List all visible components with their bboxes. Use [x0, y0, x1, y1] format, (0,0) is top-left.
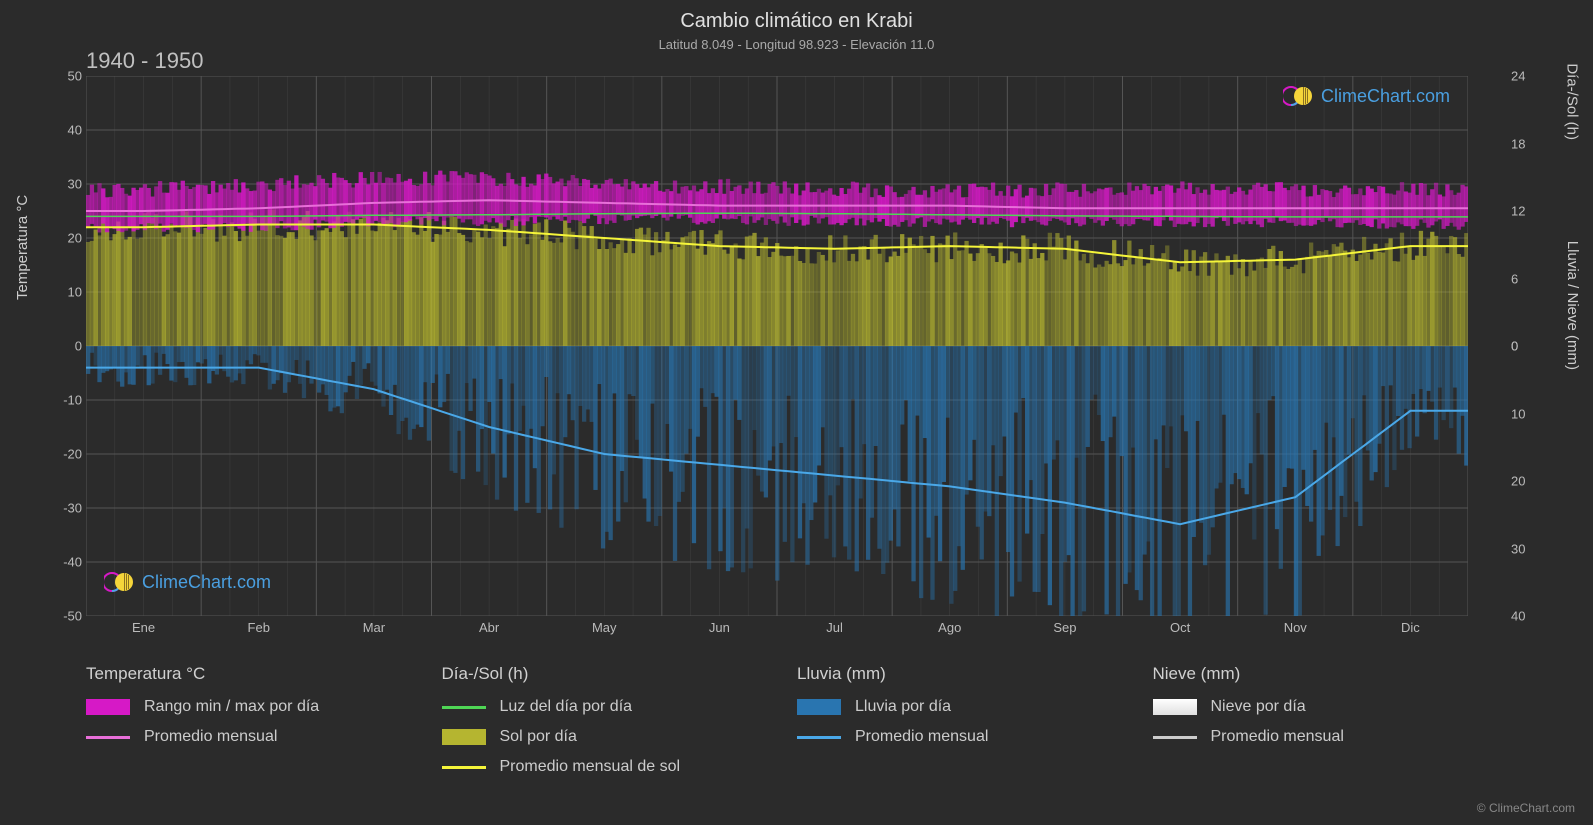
line-daylight-icon — [442, 706, 486, 709]
legend-item-rain: Lluvia por día — [797, 698, 1113, 716]
y-tick-left: 50 — [46, 69, 82, 84]
legend-label: Promedio mensual — [1211, 728, 1344, 746]
watermark-text: ClimeChart.com — [142, 572, 271, 593]
plot-svg — [86, 76, 1468, 616]
legend-label: Sol por día — [500, 728, 577, 746]
swatch-snow-icon — [1153, 699, 1197, 715]
y-ticks-left: -50-40-30-20-1001020304050 — [46, 76, 82, 616]
watermark-text: ClimeChart.com — [1321, 86, 1450, 107]
legend-header-sun: Día-/Sol (h) — [442, 664, 758, 684]
legend-label: Rango min / max por día — [144, 698, 319, 716]
x-tick: Sep — [1053, 620, 1076, 635]
watermark-bottom: ClimeChart.com — [104, 570, 271, 594]
swatch-rain-icon — [797, 699, 841, 715]
y-tick-right: 40 — [1511, 609, 1541, 624]
line-sun-avg-icon — [442, 766, 486, 769]
legend-label: Luz del día por día — [500, 698, 633, 716]
y-tick-left: -50 — [46, 609, 82, 624]
legend-header-rain: Lluvia (mm) — [797, 664, 1113, 684]
legend-item-snow-avg: Promedio mensual — [1153, 728, 1469, 746]
legend-item-rain-avg: Promedio mensual — [797, 728, 1113, 746]
swatch-temp-range-icon — [86, 699, 130, 715]
legend-col-snow: Nieve (mm) Nieve por día Promedio mensua… — [1153, 664, 1469, 788]
legend-label: Lluvia por día — [855, 698, 951, 716]
y-tick-right: 10 — [1511, 406, 1541, 421]
y-tick-left: 0 — [46, 339, 82, 354]
y-tick-left: -20 — [46, 447, 82, 462]
line-snow-avg-icon — [1153, 736, 1197, 739]
x-tick: Ago — [938, 620, 961, 635]
copyright: © ClimeChart.com — [1477, 801, 1575, 815]
x-tick: Ene — [132, 620, 155, 635]
climate-chart: Cambio climático en Krabi Latitud 8.049 … — [0, 0, 1593, 825]
y-axis-right-top-label: Día-/Sol (h) — [1564, 63, 1581, 140]
y-tick-left: 40 — [46, 123, 82, 138]
y-tick-left: -40 — [46, 555, 82, 570]
legend-header-temp: Temperatura °C — [86, 664, 402, 684]
legend-col-temp: Temperatura °C Rango min / max por día P… — [86, 664, 402, 788]
x-tick: Nov — [1284, 620, 1307, 635]
legend-item-sun-avg: Promedio mensual de sol — [442, 758, 758, 776]
y-tick-right: 0 — [1511, 339, 1541, 354]
y-tick-right: 24 — [1511, 69, 1541, 84]
y-tick-left: 30 — [46, 177, 82, 192]
legend-item-daylight: Luz del día por día — [442, 698, 758, 716]
legend-item-temp-range: Rango min / max por día — [86, 698, 402, 716]
legend-col-rain: Lluvia (mm) Lluvia por día Promedio mens… — [797, 664, 1113, 788]
x-tick: Feb — [248, 620, 270, 635]
title-block: Cambio climático en Krabi Latitud 8.049 … — [0, 0, 1593, 52]
y-tick-right: 30 — [1511, 541, 1541, 556]
legend: Temperatura °C Rango min / max por día P… — [86, 664, 1468, 788]
legend-label: Promedio mensual de sol — [500, 758, 681, 776]
chart-subtitle: Latitud 8.049 - Longitud 98.923 - Elevac… — [0, 37, 1593, 52]
x-ticks: Ene Feb Mar Abr May Jun Jul Ago Sep Oct Nov Dic — [86, 620, 1468, 644]
y-axis-right-bottom-label: Lluvia / Nieve (mm) — [1564, 241, 1581, 370]
y-axis-left-label: Temperatura °C — [14, 195, 31, 300]
legend-item-temp-avg: Promedio mensual — [86, 728, 402, 746]
legend-header-snow: Nieve (mm) — [1153, 664, 1469, 684]
legend-label: Promedio mensual — [855, 728, 988, 746]
y-tick-right: 18 — [1511, 136, 1541, 151]
legend-label: Nieve por día — [1211, 698, 1306, 716]
logo-icon — [1283, 84, 1315, 108]
legend-col-sun: Día-/Sol (h) Luz del día por día Sol por… — [442, 664, 758, 788]
y-tick-left: -10 — [46, 393, 82, 408]
y-ticks-right: 06121824010203040 — [1511, 76, 1541, 616]
x-tick: Abr — [479, 620, 499, 635]
line-rain-avg-icon — [797, 736, 841, 739]
x-tick: Jun — [709, 620, 730, 635]
x-tick: Mar — [363, 620, 385, 635]
x-tick: Oct — [1170, 620, 1190, 635]
y-tick-left: -30 — [46, 501, 82, 516]
y-tick-left: 20 — [46, 231, 82, 246]
x-tick: May — [592, 620, 617, 635]
chart-title: Cambio climático en Krabi — [0, 10, 1593, 33]
line-temp-avg-icon — [86, 736, 130, 739]
x-tick: Dic — [1401, 620, 1420, 635]
y-tick-right: 6 — [1511, 271, 1541, 286]
y-tick-right: 20 — [1511, 474, 1541, 489]
y-tick-right: 12 — [1511, 204, 1541, 219]
period-label: 1940 - 1950 — [86, 48, 203, 74]
plot-area: ClimeChart.com ClimeChart.com — [86, 76, 1468, 616]
x-tick: Jul — [826, 620, 843, 635]
legend-item-sun: Sol por día — [442, 728, 758, 746]
legend-label: Promedio mensual — [144, 728, 277, 746]
logo-icon — [104, 570, 136, 594]
legend-item-snow: Nieve por día — [1153, 698, 1469, 716]
swatch-sun-icon — [442, 729, 486, 745]
watermark-top: ClimeChart.com — [1283, 84, 1450, 108]
y-tick-left: 10 — [46, 285, 82, 300]
